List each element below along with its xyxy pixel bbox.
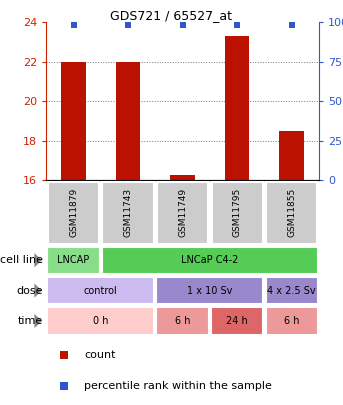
Bar	[61, 62, 86, 180]
Text: GSM11749: GSM11749	[178, 188, 187, 237]
Bar	[47, 247, 100, 274]
Bar	[211, 307, 263, 335]
Bar	[47, 307, 154, 335]
Bar	[156, 307, 209, 335]
Bar	[48, 181, 99, 244]
Bar	[265, 277, 318, 304]
Text: GSM11855: GSM11855	[287, 188, 296, 237]
Text: 24 h: 24 h	[226, 316, 248, 326]
Text: count: count	[84, 350, 116, 360]
Polygon shape	[34, 284, 42, 298]
Text: LNCaP C4-2: LNCaP C4-2	[181, 255, 239, 265]
Bar	[102, 247, 318, 274]
Bar	[170, 175, 195, 180]
Text: percentile rank within the sample: percentile rank within the sample	[84, 381, 272, 391]
Text: 4 x 2.5 Sv: 4 x 2.5 Sv	[268, 286, 316, 296]
Polygon shape	[34, 314, 42, 328]
Bar	[280, 131, 304, 180]
Text: 0 h: 0 h	[93, 316, 109, 326]
Polygon shape	[34, 253, 42, 267]
Text: 6 h: 6 h	[175, 316, 190, 326]
Bar	[225, 36, 249, 180]
Text: dose: dose	[16, 286, 43, 296]
Text: cell line: cell line	[0, 255, 43, 265]
Bar	[266, 181, 317, 244]
Bar	[212, 181, 263, 244]
Bar	[265, 307, 318, 335]
Bar	[47, 277, 154, 304]
Text: GSM11879: GSM11879	[69, 188, 78, 237]
Text: GSM11795: GSM11795	[233, 188, 242, 237]
Text: GSM11743: GSM11743	[123, 188, 133, 237]
Text: control: control	[84, 286, 118, 296]
Text: GDS721 / 65527_at: GDS721 / 65527_at	[110, 9, 233, 22]
Bar	[116, 62, 140, 180]
Text: time: time	[17, 316, 43, 326]
Text: 1 x 10 Sv: 1 x 10 Sv	[187, 286, 233, 296]
Bar	[156, 277, 263, 304]
Bar	[103, 181, 154, 244]
Text: 6 h: 6 h	[284, 316, 299, 326]
Bar	[157, 181, 208, 244]
Text: LNCAP: LNCAP	[57, 255, 90, 265]
